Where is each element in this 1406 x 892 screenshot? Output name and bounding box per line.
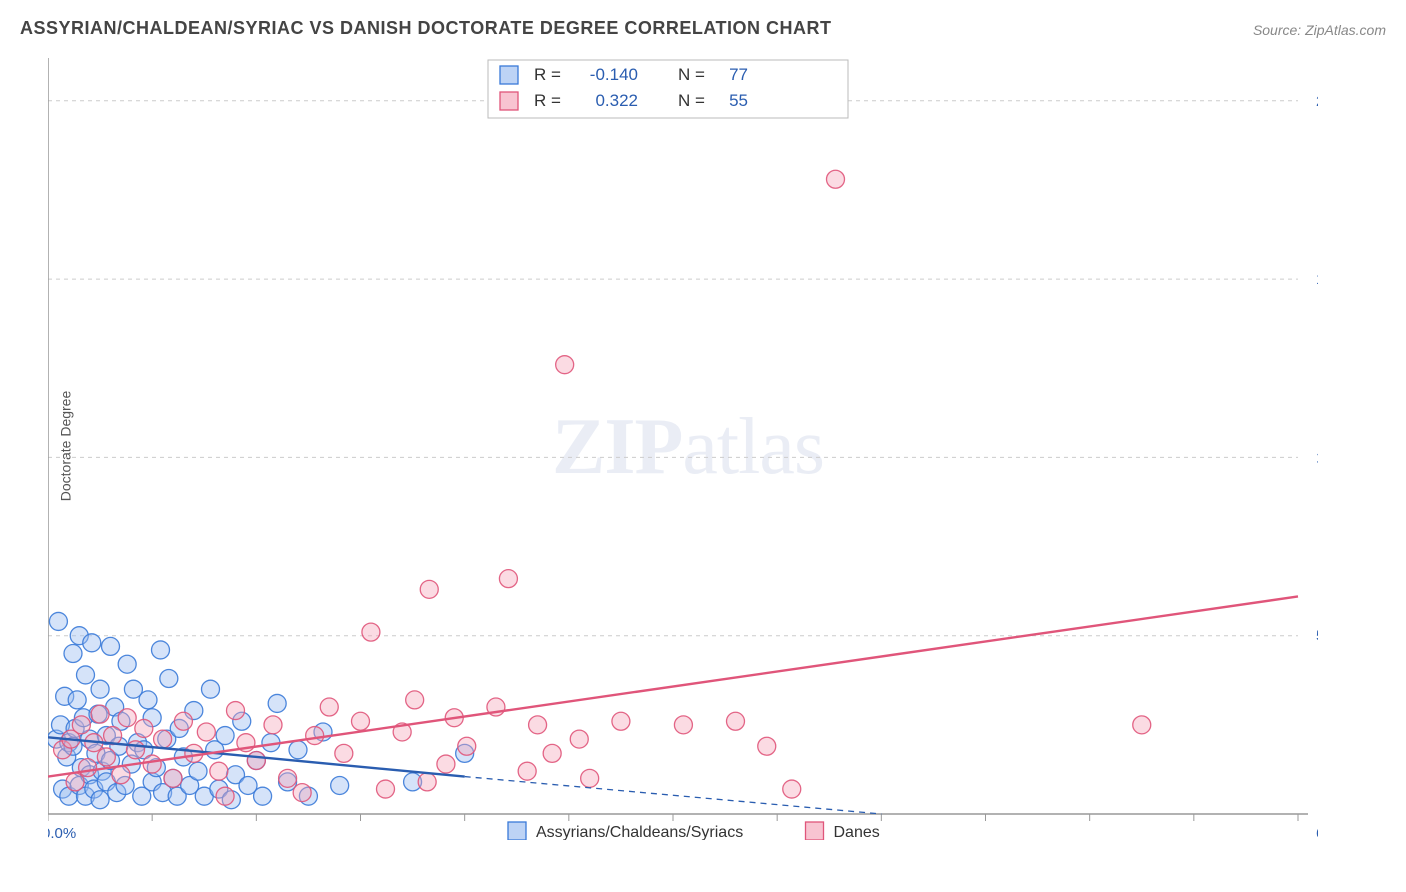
data-point <box>102 637 120 655</box>
data-point <box>77 666 95 684</box>
chart-title: ASSYRIAN/CHALDEAN/SYRIAC VS DANISH DOCTO… <box>20 18 832 39</box>
x-tick-label: 60.0% <box>1316 825 1318 840</box>
data-point <box>674 716 692 734</box>
data-point <box>362 623 380 641</box>
data-point <box>783 780 801 798</box>
y-tick-label: 15.0% <box>1316 271 1318 288</box>
legend-swatch <box>500 66 518 84</box>
data-point <box>352 712 370 730</box>
data-point <box>216 727 234 745</box>
legend-swatch <box>500 92 518 110</box>
data-point <box>83 634 101 652</box>
data-point <box>91 705 109 723</box>
legend-r-value: -0.140 <box>590 65 638 84</box>
legend-series-label: Danes <box>834 824 880 840</box>
data-point <box>164 769 182 787</box>
data-point <box>127 741 145 759</box>
data-point <box>112 766 130 784</box>
data-point <box>197 723 215 741</box>
data-point <box>331 776 349 794</box>
data-point <box>64 645 82 663</box>
legend-swatch <box>508 822 526 840</box>
data-point <box>418 773 436 791</box>
y-tick-label: 5.0% <box>1316 628 1318 645</box>
data-point <box>437 755 455 773</box>
data-point <box>727 712 745 730</box>
legend-n-label: N = <box>678 91 705 110</box>
data-point <box>406 691 424 709</box>
data-point <box>1133 716 1151 734</box>
data-point <box>91 791 109 809</box>
data-point <box>518 762 536 780</box>
data-point <box>227 702 245 720</box>
data-point <box>216 787 234 805</box>
data-point <box>66 773 84 791</box>
data-point <box>118 709 136 727</box>
data-point <box>202 680 220 698</box>
data-point <box>118 655 136 673</box>
data-point <box>320 698 338 716</box>
svg-text:ZIPatlas: ZIPatlas <box>552 403 824 491</box>
data-point <box>264 716 282 734</box>
legend-n-value: 55 <box>729 91 748 110</box>
data-point <box>499 570 517 588</box>
data-point <box>377 780 395 798</box>
data-point <box>154 730 172 748</box>
data-point <box>254 787 272 805</box>
data-point <box>68 691 86 709</box>
legend-r-value: 0.322 <box>595 91 638 110</box>
data-point <box>160 669 178 687</box>
legend-series-label: Assyrians/Chaldeans/Syriacs <box>536 824 743 840</box>
y-tick-label: 20.0% <box>1316 93 1318 110</box>
data-point <box>581 769 599 787</box>
data-point <box>189 762 207 780</box>
data-point <box>293 784 311 802</box>
data-point <box>135 719 153 737</box>
data-point <box>758 737 776 755</box>
data-point <box>210 762 228 780</box>
data-point <box>152 641 170 659</box>
trend-line <box>48 596 1298 776</box>
data-point <box>458 737 476 755</box>
data-point <box>529 716 547 734</box>
trend-line-extrapolated <box>465 777 882 814</box>
legend-swatch <box>806 822 824 840</box>
correlation-scatter-chart: ZIPatlas 5.0% 10.0% 15.0% 20.0% 0.0% 60.0% R = -… <box>48 58 1318 840</box>
data-point <box>306 727 324 745</box>
data-point <box>289 741 307 759</box>
data-point <box>827 170 845 188</box>
x-tick-label: 0.0% <box>48 825 76 840</box>
data-point <box>174 712 192 730</box>
data-point <box>556 356 574 374</box>
data-point <box>268 694 286 712</box>
y-tick-label: 10.0% <box>1316 449 1318 466</box>
data-point <box>570 730 588 748</box>
data-point <box>97 748 115 766</box>
data-point <box>139 691 157 709</box>
data-point <box>143 755 161 773</box>
data-point <box>420 580 438 598</box>
source-attribution: Source: ZipAtlas.com <box>1253 22 1386 38</box>
data-point <box>79 759 97 777</box>
data-point <box>543 744 561 762</box>
data-point <box>49 612 67 630</box>
legend-n-label: N = <box>678 65 705 84</box>
data-point <box>72 716 90 734</box>
data-point <box>335 744 353 762</box>
legend-r-label: R = <box>534 91 561 110</box>
legend-n-value: 77 <box>729 65 748 84</box>
data-point <box>91 680 109 698</box>
legend-r-label: R = <box>534 65 561 84</box>
data-point <box>247 752 265 770</box>
data-point <box>612 712 630 730</box>
data-point <box>185 744 203 762</box>
data-point <box>279 769 297 787</box>
